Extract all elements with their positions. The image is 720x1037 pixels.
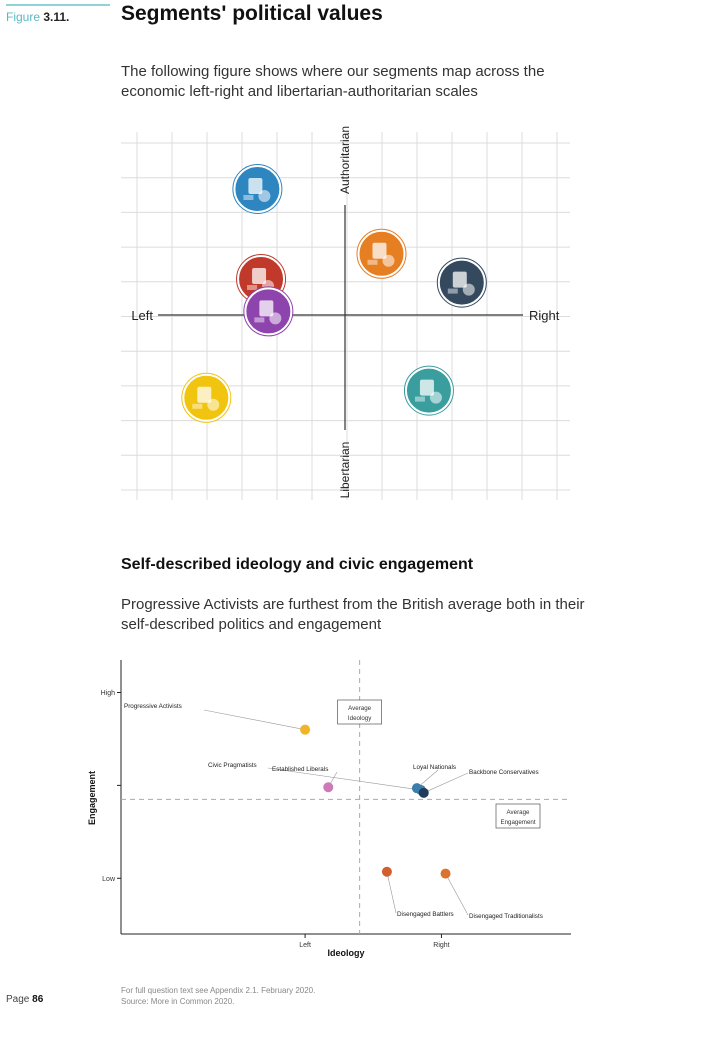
data-point bbox=[300, 724, 311, 735]
point-labels: Progressive Activists Civic Pragmatists Es… bbox=[124, 703, 543, 920]
point-label: Progressive Activists bbox=[124, 703, 182, 710]
svg-text:Average: Average bbox=[507, 809, 530, 816]
disengaged-battlers-icon bbox=[181, 372, 232, 423]
svg-text:Ideology: Ideology bbox=[348, 715, 372, 722]
axis-top-label: Authoritarian bbox=[338, 126, 352, 194]
point-label: Disengaged Battlers bbox=[397, 911, 454, 918]
footnote-question-text: For full question text see Appendix 2.1.… bbox=[121, 986, 316, 995]
leader-lines bbox=[203, 709, 469, 916]
page-number: Page 86 bbox=[6, 994, 43, 1005]
reference-lines: Average Ideology Average Engagement bbox=[121, 660, 571, 934]
axis-right-label: Right bbox=[529, 308, 560, 323]
point-label: Backbone Conservatives bbox=[469, 769, 539, 776]
ticks: Left Right High Low bbox=[101, 690, 450, 949]
intro-text: The following figure shows where our seg… bbox=[121, 63, 545, 100]
point-label: Established Liberals bbox=[272, 766, 328, 773]
figure-label: Figure 3.11. bbox=[6, 10, 69, 24]
loyal-nationals-icon bbox=[356, 228, 407, 279]
point-label: Loyal Nationals bbox=[413, 764, 456, 771]
data-point bbox=[381, 866, 392, 877]
backbone-conservatives-icon bbox=[436, 257, 487, 308]
progressive-activists-icon bbox=[232, 164, 283, 214]
page-title: Segments' political values bbox=[121, 2, 383, 25]
section-intro: Progressive Activists are furthest from … bbox=[121, 596, 585, 633]
axis-bottom-label: Libertarian bbox=[338, 442, 352, 499]
leader-line bbox=[445, 873, 469, 916]
established-liberals-icon bbox=[243, 286, 294, 337]
x-axis-title: Ideology bbox=[327, 948, 364, 958]
data-point bbox=[323, 782, 334, 793]
svg-text:Engagement: Engagement bbox=[500, 819, 535, 826]
section-title: Self-described ideology and civic engage… bbox=[121, 556, 474, 573]
leader-line bbox=[386, 871, 397, 914]
leader-line bbox=[267, 767, 422, 791]
page-prefix: Page bbox=[6, 994, 30, 1005]
point-label: Civic Pragmatists bbox=[208, 762, 257, 769]
y-axis-title: Engagement bbox=[87, 771, 97, 825]
y-tick-label: Low bbox=[102, 876, 116, 883]
axis-left-label: Left bbox=[131, 308, 153, 323]
svg-text:Average: Average bbox=[348, 705, 371, 712]
y-tick-label: High bbox=[101, 690, 116, 697]
disengaged-traditionalists-icon bbox=[403, 365, 454, 416]
leader-line bbox=[423, 772, 469, 794]
figure-prefix: Figure bbox=[6, 10, 41, 24]
footnote: For full question text see Appendix 2.1.… bbox=[121, 985, 315, 1007]
x-tick-label: Left bbox=[299, 942, 311, 949]
footnote-source: Source: More in Common 2020. bbox=[121, 997, 235, 1006]
figure-rule bbox=[6, 4, 110, 6]
data-point bbox=[440, 868, 451, 879]
data-points bbox=[300, 724, 451, 879]
x-tick-label: Right bbox=[433, 942, 449, 949]
map-segments bbox=[181, 164, 487, 423]
engagement-scatter-chart: Average Ideology Average Engagement Left Rig… bbox=[87, 660, 571, 958]
page-number-value: 86 bbox=[32, 994, 44, 1005]
figure-number: 3.11. bbox=[43, 10, 70, 24]
average-ideology-label: Average Ideology bbox=[337, 699, 382, 725]
average-engagement-label: Average Engagement bbox=[495, 803, 541, 829]
values-map: Left Right Authoritarian Libertarian bbox=[121, 126, 570, 500]
leader-line bbox=[203, 709, 306, 730]
data-point bbox=[418, 787, 429, 798]
point-label: Disengaged Traditionalists bbox=[469, 913, 543, 920]
